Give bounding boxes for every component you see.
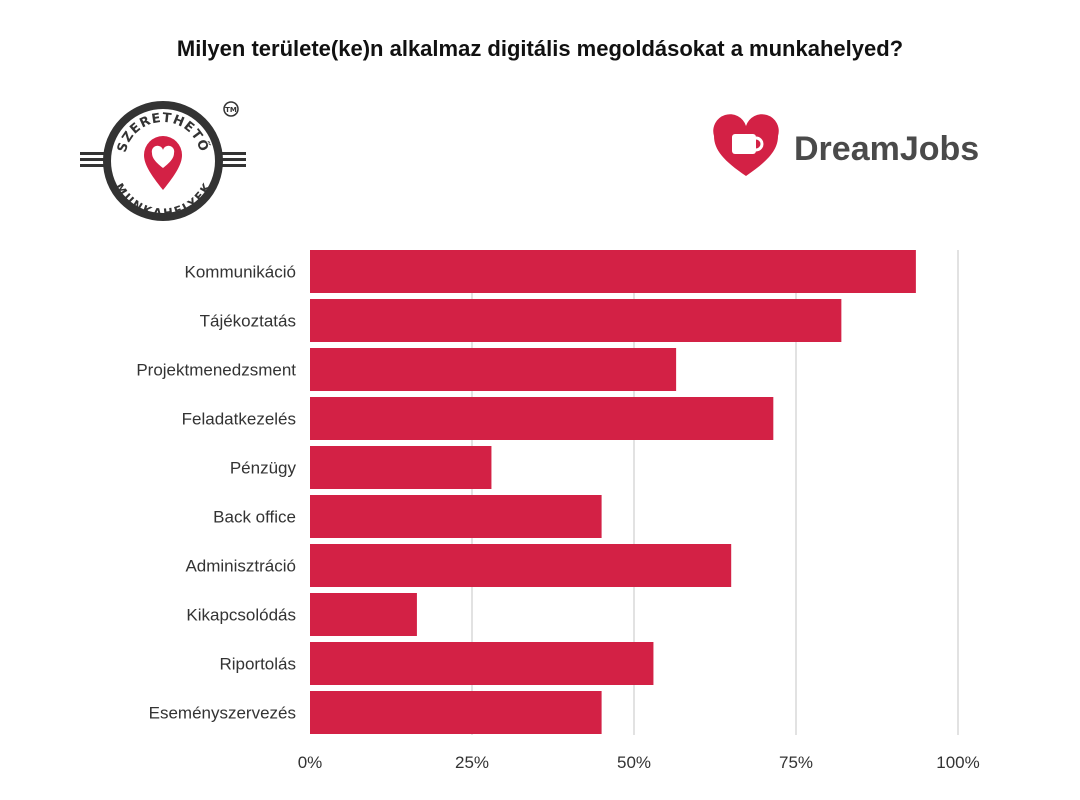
category-label: Tájékoztatás <box>200 312 296 331</box>
szeretheto-munkahelyek-badge-icon: SZERETHETŐ MUNKAHELYEK TM <box>80 101 246 221</box>
category-label: Riportolás <box>219 655 296 674</box>
category-label: Pénzügy <box>230 459 297 478</box>
trademark-mark: TM <box>225 106 237 114</box>
dreamjobs-logo: DreamJobs <box>710 114 1010 184</box>
dreamjobs-wordmark: DreamJobs <box>794 130 979 168</box>
x-tick-label: 100% <box>936 753 979 772</box>
x-tick-label: 75% <box>779 753 813 772</box>
bar-4 <box>310 446 492 489</box>
szeretheto-munkahelyek-logo: SZERETHETŐ MUNKAHELYEK TM <box>78 98 248 228</box>
bar-3 <box>310 397 774 440</box>
category-label: Adminisztráció <box>185 557 296 576</box>
bar-8 <box>310 642 654 685</box>
bar-1 <box>310 299 842 342</box>
category-label: Back office <box>213 508 296 527</box>
bar-0 <box>310 250 916 293</box>
chart-title: Milyen területe(ke)n alkalmaz digitális … <box>176 36 904 61</box>
bar-7 <box>310 593 417 636</box>
x-tick-label: 50% <box>617 753 651 772</box>
x-tick-label: 25% <box>455 753 489 772</box>
bar-5 <box>310 495 602 538</box>
x-tick-label: 0% <box>298 753 323 772</box>
category-label: Kikapcsolódás <box>186 606 296 625</box>
dreamjobs-brand-icon: DreamJobs <box>713 114 979 176</box>
bar-6 <box>310 544 732 587</box>
category-label: Kommunikáció <box>185 263 297 282</box>
bar-2 <box>310 348 677 391</box>
category-label: Eseményszervezés <box>149 704 296 723</box>
bar-9 <box>310 691 602 734</box>
category-label: Projektmenedzsment <box>136 361 296 380</box>
category-label: Feladatkezelés <box>182 410 296 429</box>
